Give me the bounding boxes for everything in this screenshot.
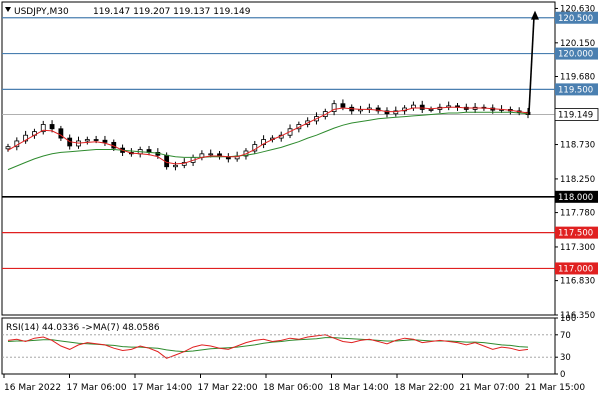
candle-body: [393, 110, 399, 115]
candle-body: [93, 139, 99, 141]
y-tick-label: 120.150: [560, 39, 595, 49]
level-tag-label: 117.500: [558, 229, 593, 239]
level-tag: [555, 47, 598, 60]
x-tick-label: 16 Mar 2022: [4, 383, 61, 393]
level-tag: [555, 262, 598, 275]
level-tag: [555, 83, 598, 96]
x-tick-label: 21 Mar 07:00: [460, 383, 520, 393]
candle-body: [173, 164, 178, 168]
y-tick-label: 116.350: [560, 311, 595, 321]
time-axis: 16 Mar 2022 17 Mar 06:00 17 Mar 14:00 17 Ma…: [3, 374, 585, 393]
price-series: [5, 10, 539, 359]
candle-body: [102, 139, 108, 143]
x-tick-label: 18 Mar 14:00: [329, 383, 389, 393]
rsi-y-tick-label: 30: [560, 353, 571, 363]
level-tag: [555, 11, 598, 24]
candle-body: [58, 128, 64, 139]
horizontal-levels: [2, 17, 555, 270]
candle-body: [5, 146, 11, 150]
level-tag-label: 119.500: [558, 85, 593, 95]
y-tick-label: 117.780: [560, 209, 595, 219]
current-price-label: 119.149: [558, 111, 593, 121]
rsi-line: [7, 334, 529, 359]
rsi-y-tick-label: 100: [560, 314, 576, 324]
rsi-label: RSI(14) 44.0336 ->MA(7) 48.0586: [6, 323, 160, 333]
chart-title-ohlc: 119.147 119.207 119.137 119.149: [93, 7, 251, 17]
y-tick-label: 120.630: [560, 4, 595, 14]
ma-red-line: [7, 106, 529, 165]
rsi-y-tick-label: 0: [560, 370, 565, 380]
rsi-plot-frame: [1, 317, 556, 375]
y-tick-label: 117.300: [560, 243, 595, 253]
level-tag-label: 120.000: [558, 50, 593, 60]
x-tick-label: 21 Mar 15:00: [525, 383, 585, 393]
y-tick-label: 118.250: [560, 175, 595, 185]
level-tag-label: 120.500: [558, 14, 593, 24]
rsi-y-tick-label: 70: [560, 331, 571, 341]
candle-body: [331, 103, 337, 112]
current-price-tag: [554, 108, 599, 121]
y-tick-label: 118.730: [560, 141, 595, 151]
y-tick-label: 119.680: [560, 72, 595, 82]
candle-body: [419, 104, 425, 110]
candle-body: [84, 139, 90, 142]
x-tick-label: 18 Mar 06:00: [263, 383, 323, 393]
candle-body: [340, 103, 346, 108]
x-tick-label: 17 Mar 14:00: [132, 383, 192, 393]
candle-body: [49, 124, 55, 130]
level-tag: [555, 190, 598, 203]
level-tag-label: 117.000: [558, 264, 593, 274]
collapse-triangle-icon[interactable]: [5, 7, 11, 12]
level-tag: [555, 226, 598, 239]
candle-body: [181, 162, 187, 166]
ma-green-line: [7, 111, 529, 171]
arrow-head-icon: [531, 10, 539, 20]
candle-body: [261, 139, 266, 145]
price-axis: 120.630 120.150 119.680 118.730 118.250 117.7…: [554, 4, 599, 321]
candle-body: [384, 110, 390, 115]
rsi-panel: RSI(14) 44.0336 ->MA(7) 48.0586 100 70 30 0: [2, 314, 576, 380]
x-tick-label: 17 Mar 22:00: [198, 383, 258, 393]
x-tick-label: 17 Mar 06:00: [67, 383, 127, 393]
x-tick-label: 18 Mar 22:00: [394, 383, 454, 393]
candle-body: [208, 153, 214, 156]
y-tick-label: 116.830: [560, 277, 595, 287]
candle-body: [375, 107, 381, 112]
projection-arrow-line: [528, 16, 535, 113]
chart-title-symbol: USDJPY,M30: [14, 7, 69, 17]
candle-body: [40, 124, 46, 133]
candle-body: [23, 134, 29, 142]
level-tag-label: 118.000: [558, 193, 593, 203]
candle-body: [428, 109, 434, 111]
